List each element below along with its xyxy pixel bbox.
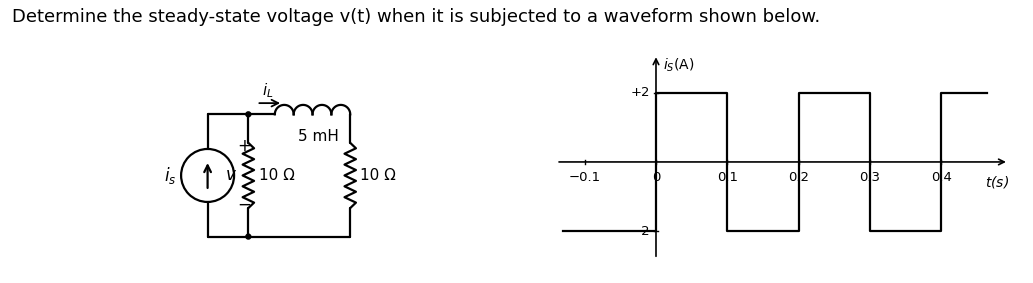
Text: Determine the steady-state voltage v(t) when it is subjected to a waveform shown: Determine the steady-state voltage v(t) …	[12, 8, 820, 27]
Text: +: +	[237, 137, 251, 155]
Text: $v$: $v$	[225, 166, 238, 185]
Text: 10 Ω: 10 Ω	[361, 168, 397, 183]
Text: −: −	[237, 196, 251, 214]
Text: 0: 0	[652, 171, 660, 184]
Circle shape	[246, 112, 251, 117]
Text: 0.2: 0.2	[788, 171, 809, 184]
Text: $i_S$(A): $i_S$(A)	[663, 56, 694, 74]
Text: $t$(s): $t$(s)	[984, 174, 1009, 190]
Text: 10 Ω: 10 Ω	[258, 168, 294, 183]
Text: 0.1: 0.1	[717, 171, 738, 184]
Text: −2: −2	[631, 225, 651, 238]
Text: 0.4: 0.4	[931, 171, 951, 184]
Text: 5 mH: 5 mH	[299, 128, 339, 143]
Text: 0.3: 0.3	[859, 171, 880, 184]
Text: +2: +2	[631, 86, 651, 99]
Text: $i_L$: $i_L$	[262, 82, 274, 100]
Circle shape	[246, 234, 251, 239]
Text: −0.1: −0.1	[568, 171, 601, 184]
Text: $i_s$: $i_s$	[163, 165, 176, 186]
